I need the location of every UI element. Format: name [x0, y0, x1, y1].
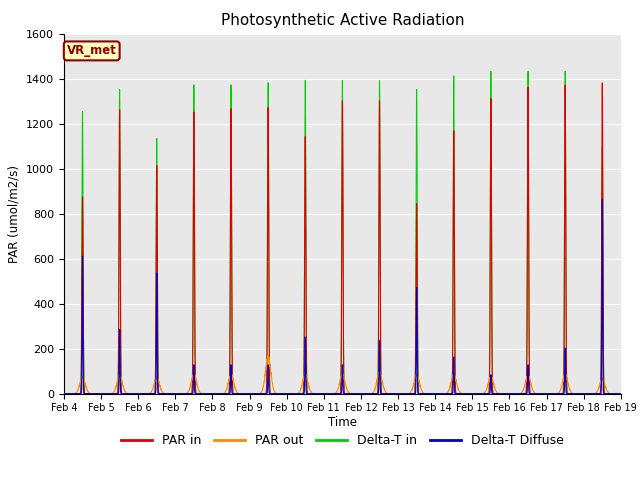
Text: VR_met: VR_met	[67, 44, 116, 58]
X-axis label: Time: Time	[328, 416, 357, 429]
Legend: PAR in, PAR out, Delta-T in, Delta-T Diffuse: PAR in, PAR out, Delta-T in, Delta-T Dif…	[116, 429, 569, 452]
Title: Photosynthetic Active Radiation: Photosynthetic Active Radiation	[221, 13, 464, 28]
Y-axis label: PAR (umol/m2/s): PAR (umol/m2/s)	[8, 165, 20, 263]
